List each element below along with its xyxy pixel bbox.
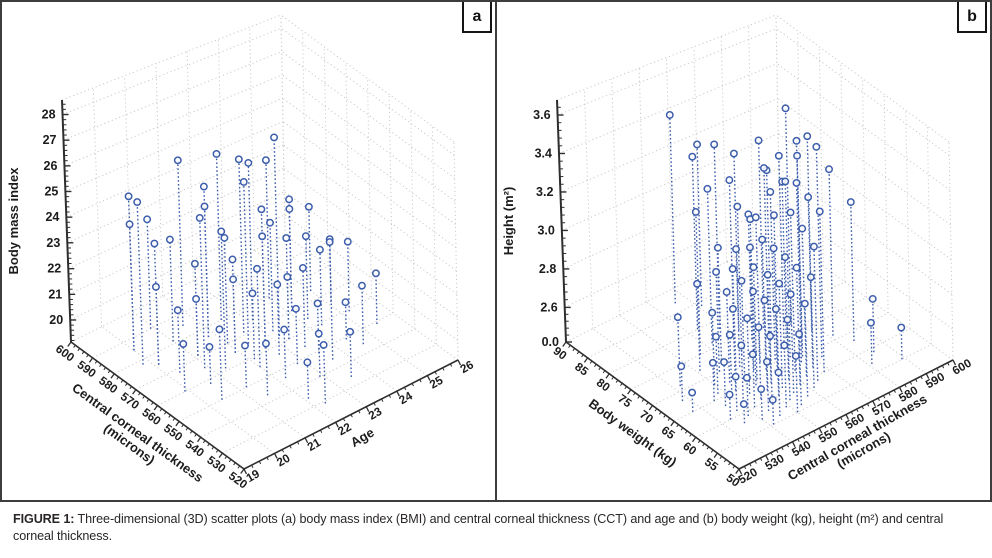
svg-text:3.2: 3.2 [536,185,553,199]
svg-text:580: 580 [96,373,121,396]
svg-text:3.0: 3.0 [537,223,554,237]
svg-text:3.6: 3.6 [533,108,550,122]
svg-text:Central corneal thickness: Central corneal thickness [69,380,206,485]
svg-text:24: 24 [396,388,415,407]
svg-text:21: 21 [48,287,62,301]
svg-text:23: 23 [46,236,60,250]
svg-text:60: 60 [680,439,699,458]
scatter3d-plot-b: 5205305405505605705805906005055606570758… [501,14,974,490]
svg-text:2.8: 2.8 [539,262,556,276]
svg-text:21: 21 [305,435,324,454]
svg-text:80: 80 [594,375,613,394]
svg-text:20: 20 [49,313,63,327]
svg-text:Height (m²): Height (m²) [501,187,516,256]
axes: 5205305405505605705805906005055606570758… [533,99,974,490]
caption-line2: corneal thickness. [13,529,112,543]
svg-text:590: 590 [75,358,100,381]
svg-text:560: 560 [140,405,165,428]
svg-text:600: 600 [53,342,78,365]
svg-text:25: 25 [427,373,446,392]
svg-text:26: 26 [458,357,477,376]
svg-text:28: 28 [42,108,56,122]
svg-text:Central corneal thickness: Central corneal thickness [785,391,930,483]
svg-text:70: 70 [637,407,656,426]
svg-text:65: 65 [659,423,678,442]
svg-text:2.6: 2.6 [540,300,557,314]
svg-text:530: 530 [762,451,786,473]
svg-text:Age: Age [348,425,377,450]
panel-a-label: a [462,2,492,33]
panel-b: 520 530 540 550 560 570 580 590 600 50 55 60 65 70 75 8… [495,2,990,500]
scatter3d-plot-a: 1920212223242526520530540550560570580590… [6,14,477,492]
svg-text:540: 540 [183,437,208,460]
svg-text:22: 22 [47,262,61,276]
svg-text:27: 27 [43,133,57,147]
svg-text:23: 23 [366,404,385,423]
svg-text:24: 24 [45,210,59,224]
svg-text:25: 25 [44,184,58,198]
svg-text:75: 75 [616,391,635,410]
svg-text:20: 20 [274,451,293,470]
figure-body: 19 20 21 22 23 24 25 26 520 530 540 550 560 570 580 590… [0,0,992,502]
figure-caption: FIGURE 1: Three-dimensional (3D) scatter… [13,511,979,545]
svg-text:3.4: 3.4 [535,146,552,160]
data-points [124,133,380,367]
svg-text:85: 85 [572,359,591,378]
svg-text:0.0: 0.0 [542,335,559,349]
grid [556,14,954,470]
stems [669,108,903,425]
svg-text:55: 55 [702,455,721,474]
svg-text:570: 570 [118,389,143,412]
caption-label: FIGURE 1: [13,512,75,526]
panel-b-label: b [957,2,987,33]
svg-text:590: 590 [923,369,947,391]
panel-a: 19 20 21 22 23 24 25 26 520 530 540 550 560 570 580 590… [2,2,495,500]
svg-text:26: 26 [44,159,58,173]
caption-line1: Three-dimensional (3D) scatter plots (a)… [74,512,944,526]
stems [127,137,378,404]
data-points [665,104,906,409]
svg-text:550: 550 [161,421,186,444]
svg-text:Body mass index: Body mass index [6,167,21,275]
svg-text:530: 530 [204,453,229,476]
